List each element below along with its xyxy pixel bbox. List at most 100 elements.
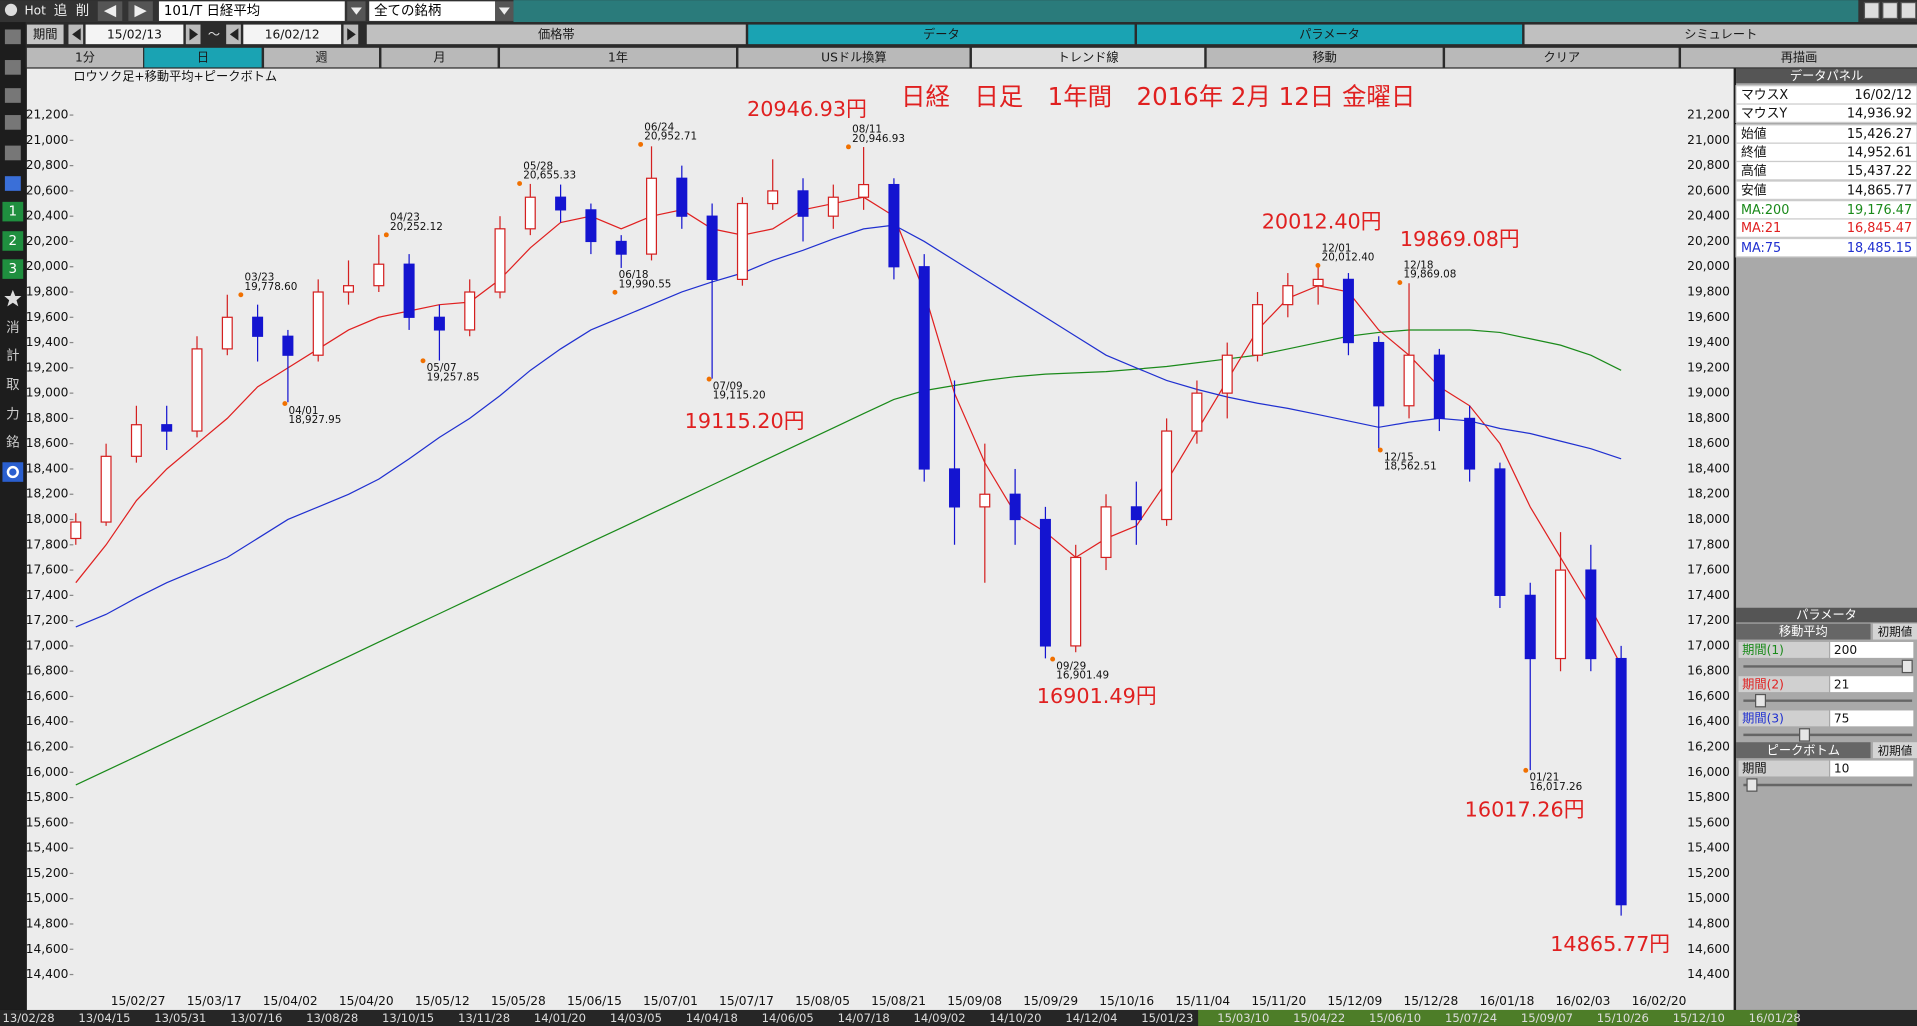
- tab-label[interactable]: 価格帯: [538, 26, 575, 41]
- candle-body: [343, 285, 355, 293]
- tab-label[interactable]: データ: [923, 26, 960, 41]
- candle-body: [615, 240, 627, 255]
- tool-label[interactable]: 取: [6, 378, 19, 393]
- y-tick-label: 15,200: [26, 866, 69, 880]
- hot-button[interactable]: Hot: [24, 4, 46, 18]
- y-tick-label-right: 15,000: [1687, 891, 1730, 905]
- mode-button-label[interactable]: USドル換算: [821, 50, 887, 65]
- tool-icon[interactable]: [4, 176, 21, 191]
- slider-knob[interactable]: [1755, 693, 1767, 708]
- y-tick-label-right: 16,200: [1687, 740, 1730, 754]
- chart-headline: 日経 日足 1年間 2016年 2月 12日 金曜日: [901, 82, 1415, 111]
- param-input[interactable]: [1830, 676, 1914, 693]
- tool-label[interactable]: 銘: [6, 435, 19, 451]
- tool-label[interactable]: 2: [9, 234, 18, 249]
- mode-button-label[interactable]: 週: [315, 51, 327, 65]
- tool-icon[interactable]: [4, 145, 21, 161]
- slider-knob[interactable]: [1901, 659, 1913, 674]
- delete-button[interactable]: 削: [76, 3, 89, 19]
- mode-button[interactable]: [738, 47, 970, 68]
- y-tick-label: 16,400: [26, 714, 69, 728]
- mode-button[interactable]: [381, 47, 498, 68]
- tool-square[interactable]: [2, 201, 24, 222]
- slider-knob[interactable]: [1746, 778, 1758, 792]
- mode-button[interactable]: [1681, 47, 1917, 68]
- tool-square[interactable]: [2, 231, 24, 251]
- reset-label[interactable]: 初期値: [1878, 743, 1913, 757]
- window-button[interactable]: [1863, 1, 1880, 20]
- candle-body: [797, 190, 809, 217]
- candle-body: [1615, 657, 1627, 906]
- candle-body: [312, 291, 324, 356]
- settings-icon[interactable]: [2, 462, 24, 482]
- tool-square[interactable]: [2, 259, 24, 279]
- y-tick-label-right: 20,800: [1687, 158, 1730, 172]
- panel-value: 14,952.61: [1847, 145, 1912, 160]
- mode-button[interactable]: [500, 47, 736, 68]
- tool-label[interactable]: 3: [9, 262, 18, 277]
- tool-label[interactable]: 消: [6, 320, 19, 336]
- window-button[interactable]: [1900, 1, 1917, 20]
- mode-button[interactable]: [1206, 47, 1443, 68]
- mode-button[interactable]: [1445, 47, 1679, 68]
- reset-button[interactable]: [1872, 623, 1917, 640]
- to-input[interactable]: [243, 24, 342, 45]
- candle-body: [282, 335, 294, 356]
- slider-knob[interactable]: [1799, 728, 1811, 742]
- peak-date: 03/23: [245, 272, 275, 284]
- strip-date: 15/01/23: [1141, 1011, 1193, 1025]
- mode-button-label[interactable]: 移動: [1312, 51, 1336, 65]
- tool-icon[interactable]: [4, 88, 21, 103]
- date-step-arrow: [72, 28, 81, 41]
- from-input[interactable]: [85, 24, 184, 45]
- mode-button-label[interactable]: クリア: [1544, 51, 1581, 65]
- symbol-input[interactable]: [158, 1, 345, 21]
- tab-label[interactable]: パラメータ: [1299, 27, 1360, 41]
- mode-button[interactable]: [26, 47, 144, 68]
- panel-key: マウスY: [1741, 106, 1787, 121]
- mode-button[interactable]: [144, 47, 262, 68]
- y-tick-label: 18,000: [26, 512, 69, 526]
- mode-button-label[interactable]: 日: [197, 51, 209, 65]
- date-step-arrow: [347, 28, 356, 41]
- mode-button[interactable]: [264, 47, 379, 68]
- tab[interactable]: [366, 24, 746, 45]
- y-tick-label-right: 14,400: [1687, 967, 1730, 981]
- mode-button-label[interactable]: トレンド線: [1058, 50, 1119, 65]
- tool-label[interactable]: 計: [6, 348, 19, 364]
- tab[interactable]: [748, 24, 1135, 45]
- mode-button-label[interactable]: 1年: [608, 51, 628, 65]
- tab-label[interactable]: シミュレート: [1684, 27, 1757, 41]
- prev-arrow: [103, 5, 117, 18]
- param-input[interactable]: [1830, 710, 1914, 727]
- candle-body: [767, 190, 779, 205]
- tab[interactable]: [1136, 24, 1523, 45]
- param-input[interactable]: [1830, 641, 1914, 658]
- peak-value: 20,655.33: [523, 170, 576, 182]
- reset-label[interactable]: 初期値: [1878, 625, 1913, 639]
- y-tick-label: 19,600: [26, 310, 69, 324]
- mode-button-label[interactable]: 1分: [75, 51, 95, 65]
- peak-value: 18,562.51: [1384, 461, 1437, 473]
- mode-button[interactable]: [971, 47, 1205, 68]
- tool-icon[interactable]: [4, 29, 21, 45]
- peak-value: 19,990.55: [619, 278, 672, 290]
- window-button[interactable]: [1882, 1, 1899, 20]
- bulb-icon: [4, 3, 18, 17]
- y-tick-label-right: 18,400: [1687, 461, 1730, 475]
- star-icon[interactable]: [4, 289, 22, 307]
- universe-input[interactable]: [369, 1, 496, 21]
- tool-label[interactable]: 力: [6, 407, 19, 423]
- param-input[interactable]: [1830, 760, 1914, 777]
- candle-body: [252, 316, 264, 337]
- reset-button[interactable]: [1872, 742, 1917, 759]
- tool-label[interactable]: 1: [9, 205, 18, 220]
- tool-icon[interactable]: [4, 115, 21, 130]
- mode-button-label[interactable]: 再描画: [1781, 51, 1818, 65]
- panel-row: [1735, 180, 1917, 201]
- mode-button-label[interactable]: 月: [433, 51, 445, 65]
- tool-icon[interactable]: [4, 60, 21, 75]
- tab[interactable]: [1524, 24, 1917, 45]
- to-date: 16/02/12: [265, 27, 320, 41]
- add-button[interactable]: 追: [54, 3, 68, 19]
